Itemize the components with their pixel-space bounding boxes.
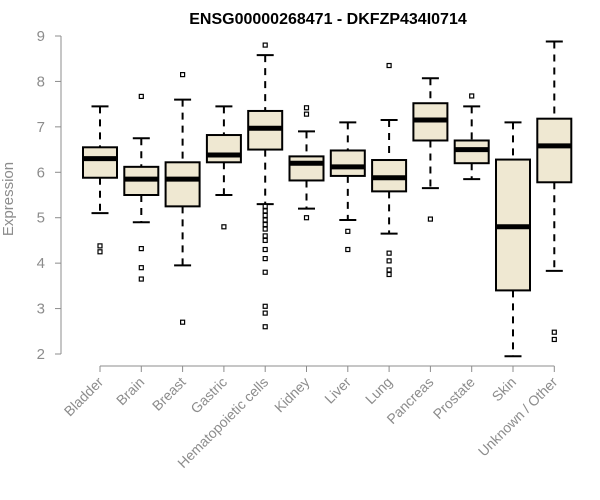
outlier-point xyxy=(262,42,268,48)
y-tick-label: 7 xyxy=(37,119,45,136)
box-lung xyxy=(371,62,408,278)
outlier-point xyxy=(262,246,268,253)
outlier-point xyxy=(97,243,103,249)
box-iqr xyxy=(82,146,118,179)
outlier-point xyxy=(303,105,310,111)
y-tick-label: 4 xyxy=(37,255,45,272)
box-iqr xyxy=(536,117,573,184)
y-tick-label: 9 xyxy=(37,28,45,45)
outlier-point xyxy=(262,208,268,214)
outlier-point xyxy=(386,258,392,264)
box-bladder xyxy=(82,105,118,255)
x-tick-label: Liver xyxy=(321,374,354,407)
outlier-point xyxy=(138,93,144,100)
box-breast xyxy=(164,72,201,325)
box-brain xyxy=(123,93,160,282)
outlier-point xyxy=(303,111,310,117)
y-axis: 2 3 4 5 6 7 8 9 xyxy=(37,28,62,363)
outlier-point xyxy=(262,310,268,316)
outlier-point xyxy=(386,271,392,278)
boxes-group xyxy=(82,40,573,358)
outlier-point xyxy=(262,203,268,209)
box-prostate xyxy=(453,93,490,181)
outlier-point xyxy=(262,217,268,223)
box-hematopoietic-cells xyxy=(247,42,284,330)
outlier-point xyxy=(138,276,144,282)
outlier-point xyxy=(262,303,268,309)
box-pancreas xyxy=(412,77,449,222)
y-tick-label: 6 xyxy=(37,164,45,181)
outlier-point xyxy=(97,249,103,255)
box-liver xyxy=(329,121,366,253)
box-iqr xyxy=(288,155,325,182)
outlier-point xyxy=(262,324,268,330)
outlier-point xyxy=(262,226,268,232)
box-kidney xyxy=(288,105,325,221)
box-iqr xyxy=(164,161,201,208)
y-axis-label: Expression xyxy=(0,162,17,236)
outlier-point xyxy=(303,215,310,221)
outlier-point xyxy=(221,224,227,230)
y-tick-label: 3 xyxy=(37,301,45,318)
outlier-point xyxy=(138,246,144,252)
outlier-point xyxy=(262,212,268,219)
x-tick-label: Kidney xyxy=(271,374,313,416)
box-iqr xyxy=(329,149,366,177)
outlier-point xyxy=(386,250,392,256)
outlier-point xyxy=(180,319,186,325)
chart-title: ENSG00000268471 - DKFZP434I0714 xyxy=(189,11,467,28)
x-tick-label: Bladder xyxy=(61,374,107,420)
x-tick-label: Lung xyxy=(362,374,395,407)
x-tick-label: Brain xyxy=(113,374,147,408)
outlier-point xyxy=(427,216,433,222)
box-skin xyxy=(495,121,531,358)
x-tick-label: Breast xyxy=(149,374,189,414)
y-tick-label: 8 xyxy=(37,73,45,90)
outlier-point xyxy=(386,62,392,69)
outlier-point xyxy=(345,246,351,253)
outlier-point xyxy=(262,256,268,262)
outlier-point xyxy=(551,329,557,335)
outlier-point xyxy=(180,72,186,78)
outlier-point xyxy=(386,267,392,273)
outlier-point xyxy=(551,336,557,343)
outlier-point xyxy=(262,221,268,228)
box-gastric xyxy=(205,105,242,230)
outlier-point xyxy=(262,233,268,239)
y-tick-label: 5 xyxy=(37,210,45,227)
outlier-point xyxy=(262,269,268,275)
outlier-point xyxy=(138,265,144,271)
outlier-point xyxy=(469,93,475,99)
outlier-point xyxy=(262,237,268,244)
box-unknown-other xyxy=(536,40,573,343)
box-iqr xyxy=(205,134,242,164)
x-tick-label: Skin xyxy=(489,374,520,405)
x-tick-label: Prostate xyxy=(430,374,478,422)
y-tick-label: 2 xyxy=(37,346,45,363)
outlier-point xyxy=(345,228,351,234)
